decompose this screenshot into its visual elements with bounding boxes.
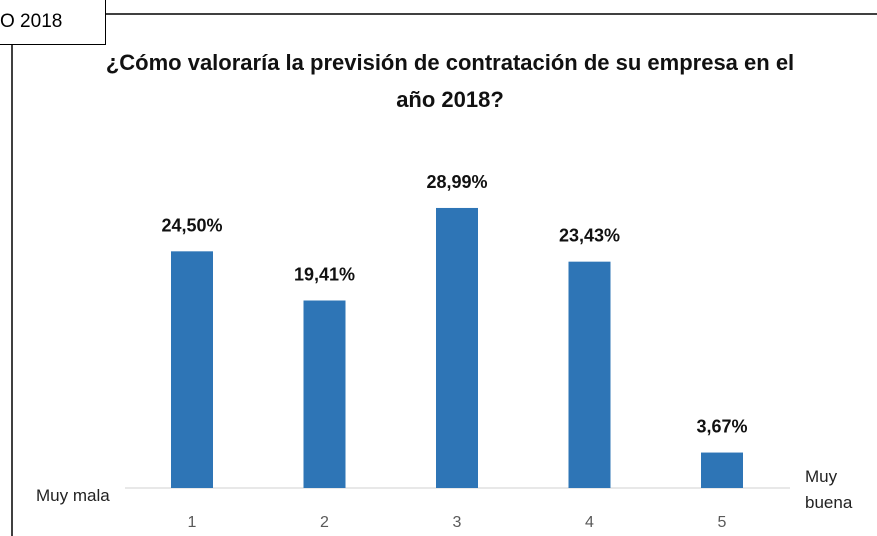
- bar: [171, 251, 213, 488]
- bar: [701, 452, 743, 488]
- x-tick-label: 4: [585, 514, 594, 531]
- value-label: 19,41%: [294, 264, 355, 284]
- value-label: 23,43%: [559, 226, 620, 246]
- value-label: 3,67%: [696, 417, 747, 437]
- bar: [303, 300, 346, 488]
- high-label: Muy buena: [805, 467, 853, 512]
- low-label: Muy mala: [36, 486, 110, 505]
- x-tick-label: 5: [718, 514, 727, 531]
- x-tick-label: 2: [320, 514, 329, 531]
- bar: [436, 207, 478, 488]
- chart-title: ¿Cómo valoraría la previsión de contrata…: [105, 50, 795, 112]
- tab-label: O 2018: [0, 0, 106, 45]
- x-tick-label: 1: [188, 514, 197, 531]
- value-label: 24,50%: [161, 215, 222, 235]
- bar: [568, 261, 611, 488]
- x-tick-label: 3: [453, 514, 462, 531]
- value-label: 28,99%: [426, 172, 487, 192]
